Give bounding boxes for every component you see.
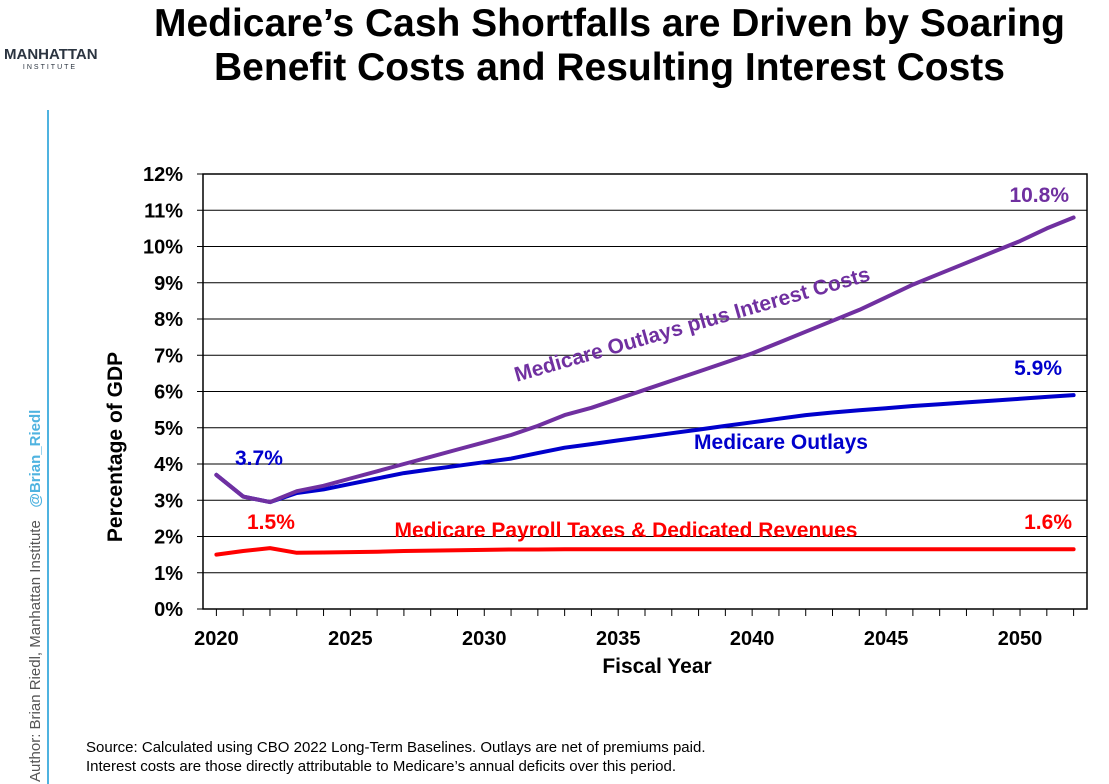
- y-tick-label: 4%: [154, 454, 183, 476]
- annotation-1-5: 1.5%: [247, 511, 295, 534]
- series-labels: Medicare Outlays plus Interest Costs Med…: [235, 184, 1072, 542]
- source-note: Source: Calculated using CBO 2022 Long-T…: [86, 738, 705, 776]
- x-tick-label: 2050: [998, 628, 1043, 650]
- annotation-1-6: 1.6%: [1024, 511, 1072, 534]
- manhattan-institute-logo: MANHATTAN INSTITUTE: [4, 46, 98, 71]
- series-lines: [214, 215, 1076, 557]
- y-axis-ticks: 0% 1% 2% 3% 4% 5% 6% 7% 8% 9% 10% 11% 12%: [143, 164, 203, 621]
- y-tick-label: 10%: [143, 237, 183, 259]
- logo-subtitle: INSTITUTE: [22, 64, 78, 71]
- series-label-outlays: Medicare Outlays: [694, 431, 868, 454]
- y-tick-label: 3%: [154, 490, 183, 512]
- x-axis-ticks: 2020 2025 2030 2035 2040 2045 2050: [194, 609, 1075, 650]
- x-tick-label: 2035: [596, 628, 641, 650]
- series-label-payroll-revenues: Medicare Payroll Taxes & Dedicated Reven…: [395, 519, 858, 542]
- title-line-2: Benefit Costs and Resulting Interest Cos…: [214, 46, 1005, 89]
- page-title: Medicare’s Cash Shortfalls are Driven by…: [110, 2, 1109, 90]
- x-tick-label: 2020: [194, 628, 239, 650]
- y-tick-label: 6%: [154, 382, 183, 404]
- y-tick-label: 2%: [154, 527, 183, 549]
- x-tick-label: 2030: [462, 628, 507, 650]
- source-line-2: Interest costs are those directly attrib…: [86, 758, 677, 775]
- y-tick-label: 11%: [144, 200, 183, 222]
- annotation-10-8: 10.8%: [1009, 184, 1069, 207]
- y-tick-label: 8%: [154, 309, 183, 331]
- x-axis-title: Fiscal Year: [602, 655, 711, 678]
- y-tick-label: 12%: [143, 164, 183, 186]
- logo-name: MANHATTAN: [4, 46, 98, 63]
- annotation-5-9: 5.9%: [1014, 357, 1062, 380]
- series-line-2: [214, 546, 1076, 557]
- sidebar-accent-line: [47, 110, 49, 784]
- series-line-1: [214, 393, 1076, 505]
- x-tick-label: 2040: [730, 628, 775, 650]
- y-axis-title: Percentage of GDP: [104, 352, 127, 542]
- series-line-0: [214, 215, 1076, 505]
- y-tick-label: 7%: [154, 345, 183, 367]
- y-tick-label: 9%: [154, 273, 183, 295]
- y-tick-label: 5%: [154, 418, 183, 440]
- annotation-3-7: 3.7%: [235, 447, 283, 470]
- y-tick-label: 0%: [154, 599, 183, 621]
- source-line-1: Source: Calculated using CBO 2022 Long-T…: [86, 739, 706, 756]
- x-tick-label: 2045: [864, 628, 909, 650]
- title-line-1: Medicare’s Cash Shortfalls are Driven by…: [153, 2, 1066, 45]
- gridlines: [203, 173, 1087, 610]
- x-tick-label: 2025: [328, 628, 373, 650]
- y-tick-label: 1%: [154, 563, 183, 585]
